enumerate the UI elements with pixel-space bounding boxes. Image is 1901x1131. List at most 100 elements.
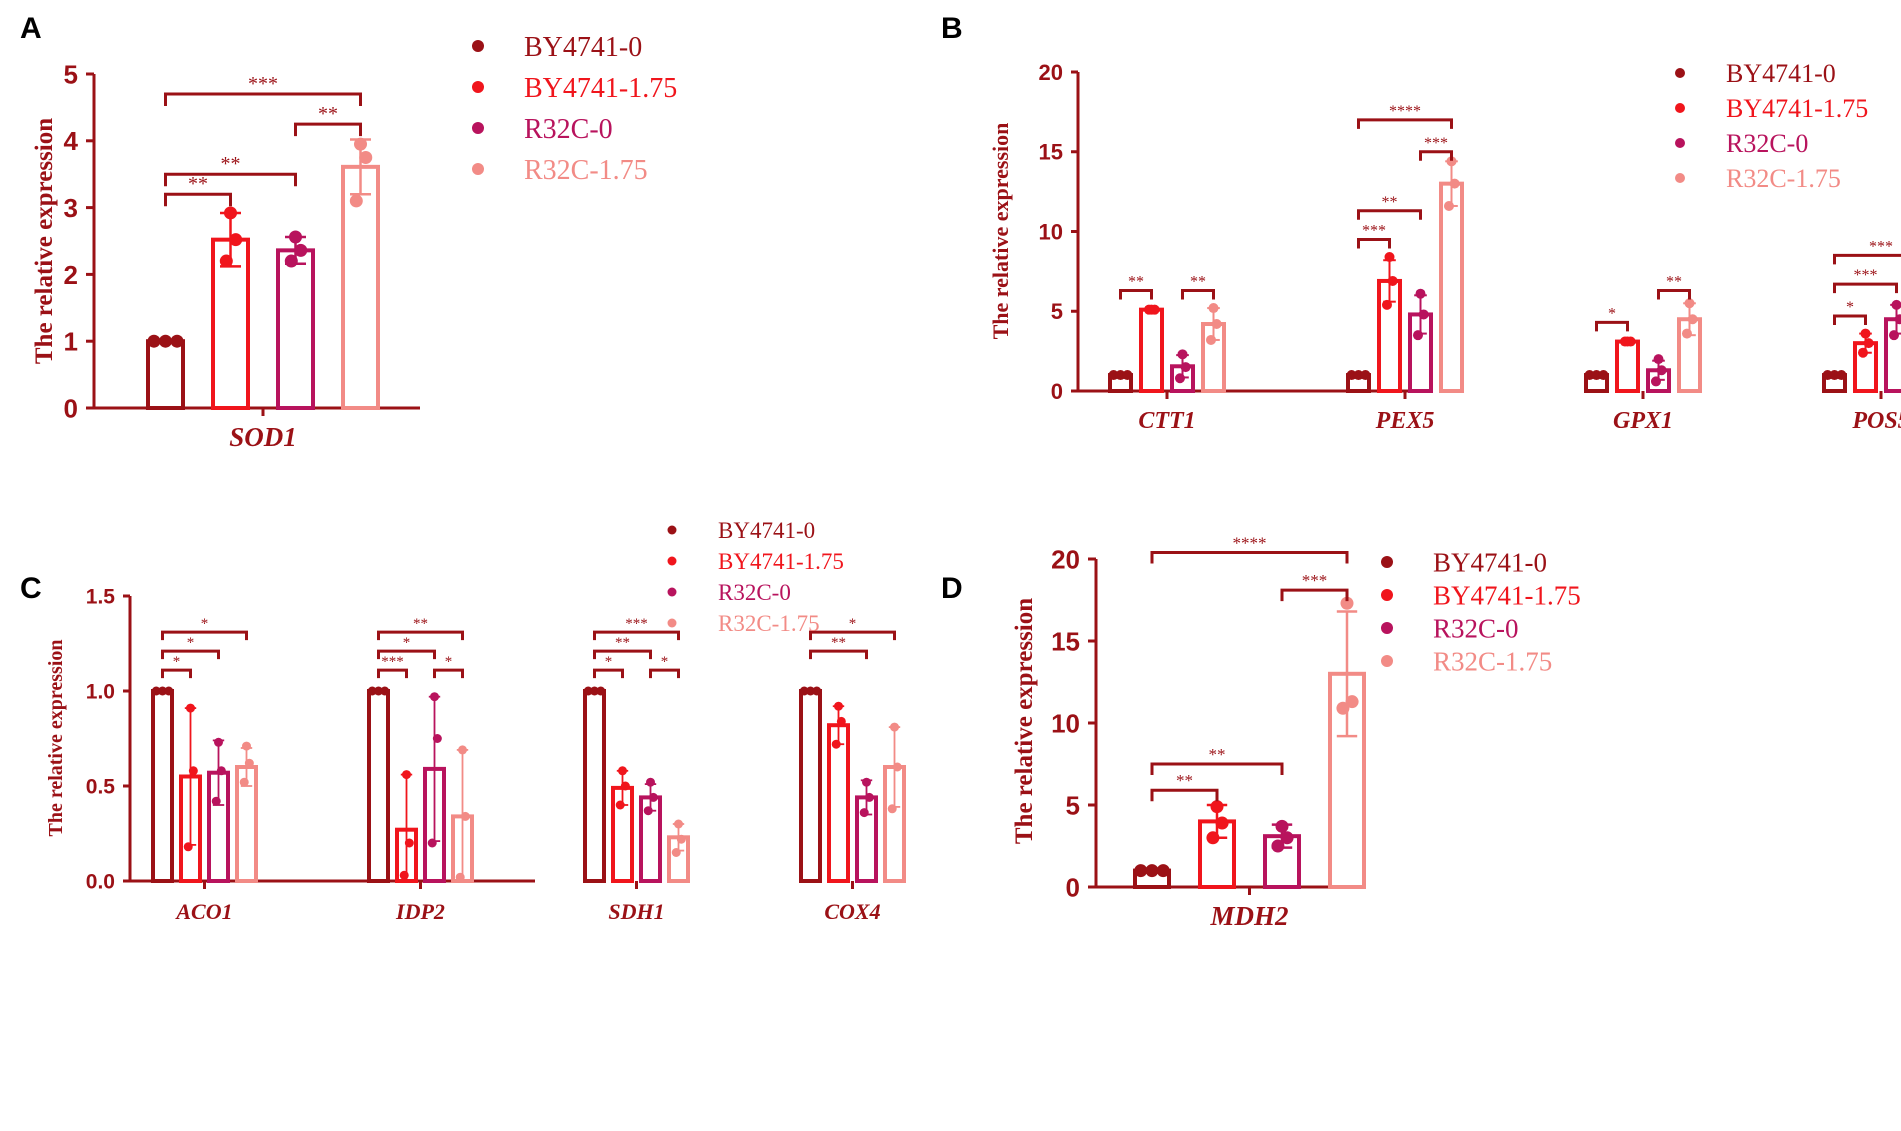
legend-label: BY4741-0 (1726, 59, 1836, 88)
y-tick-label: 10 (1051, 708, 1080, 738)
significance-label: * (661, 654, 669, 670)
data-point (1860, 328, 1871, 339)
panel-letter-d: D (941, 572, 963, 605)
y-tick-label: 20 (1039, 60, 1063, 85)
data-point (164, 686, 174, 696)
data-point (1418, 309, 1429, 320)
data-point (1381, 299, 1392, 310)
significance-label: ** (1176, 771, 1193, 790)
data-point (1681, 328, 1692, 339)
bar (1139, 307, 1164, 393)
significance-bracket (1119, 289, 1153, 300)
significance-label: * (849, 616, 857, 632)
data-point (1215, 816, 1229, 830)
data-point (1340, 596, 1354, 610)
data-point (1134, 864, 1148, 878)
legend-label: BY4741-0 (524, 32, 642, 63)
data-point (399, 870, 409, 880)
significance-bracket (1150, 788, 1219, 802)
legend-label: R32C-1.75 (524, 155, 648, 186)
bar (367, 689, 390, 883)
y-axis-title: The relative expression (988, 123, 1013, 340)
significance-label: * (1846, 299, 1854, 316)
panel-letter-c: C (20, 572, 42, 605)
significance-bracket (649, 668, 680, 679)
significance-label: * (187, 635, 195, 651)
data-point (186, 703, 195, 713)
data-point (224, 206, 237, 220)
data-point (1108, 370, 1119, 381)
data-point (831, 739, 841, 749)
significance-bracket (164, 92, 362, 107)
category-label: POS5 (1851, 408, 1901, 434)
y-axis-title: The relative expression (45, 639, 67, 836)
data-point (1836, 370, 1847, 381)
data-point (1591, 370, 1602, 381)
data-point (590, 686, 599, 696)
significance-label: *** (1854, 267, 1878, 284)
significance-label: *** (1302, 571, 1328, 590)
significance-label: ** (831, 635, 846, 651)
legend-label: R32C-1.75 (1433, 646, 1552, 676)
data-point (188, 766, 198, 776)
y-tick-label: 1 (64, 327, 78, 357)
data-point (455, 872, 465, 882)
data-point (648, 792, 658, 802)
data-point (1143, 304, 1154, 315)
significance-label: * (403, 635, 411, 651)
y-tick-label: 0 (1066, 872, 1080, 902)
legend-marker (1675, 103, 1685, 113)
data-point (864, 792, 874, 802)
category-label: MDH2 (1209, 901, 1288, 931)
significance-label: * (173, 654, 181, 670)
panel-letter-a: A (20, 12, 42, 45)
legend-label: R32C-1.75 (1726, 164, 1841, 193)
significance-bracket (433, 668, 464, 679)
legend-marker (1381, 622, 1393, 634)
data-point (1346, 370, 1357, 381)
y-tick-label: 10 (1039, 219, 1063, 244)
y-tick-label: 0.5 (86, 776, 116, 799)
data-point (430, 692, 439, 702)
data-point (1206, 831, 1220, 845)
data-point (671, 848, 681, 857)
data-point (1211, 319, 1222, 330)
legend-marker (1675, 138, 1685, 148)
bar (1439, 181, 1464, 393)
data-point (1687, 314, 1698, 325)
data-point (892, 762, 902, 772)
data-point (427, 838, 437, 848)
significance-bracket (1280, 588, 1349, 602)
significance-bracket (164, 172, 297, 187)
data-point (1180, 362, 1191, 373)
y-tick-label: 4 (64, 126, 79, 156)
significance-bracket (1357, 209, 1422, 220)
bar (583, 689, 606, 883)
category-label: COX4 (824, 899, 880, 924)
significance-bracket (377, 630, 464, 641)
data-point (1336, 701, 1350, 715)
significance-label: * (445, 654, 453, 670)
data-point (1888, 330, 1899, 341)
category-label: PEX5 (1375, 408, 1435, 434)
data-point (646, 777, 655, 787)
significance-bracket (1419, 150, 1453, 161)
legend-label: R32C-1.75 (718, 611, 820, 636)
data-point (1177, 349, 1188, 360)
data-point (1122, 370, 1133, 381)
bar (1884, 317, 1901, 394)
legend-label: R32C-0 (718, 580, 791, 605)
data-point (834, 701, 843, 711)
significance-bracket (1833, 282, 1898, 294)
significance-label: ** (1209, 745, 1226, 764)
data-point (1412, 330, 1423, 341)
data-point (862, 777, 871, 787)
significance-label: * (1608, 305, 1616, 322)
data-point (799, 686, 809, 696)
data-point (214, 737, 223, 747)
legend-label: R32C-0 (1726, 129, 1808, 158)
data-point (284, 254, 298, 268)
significance-label: * (605, 654, 613, 670)
category-label: GPX1 (1613, 408, 1673, 434)
